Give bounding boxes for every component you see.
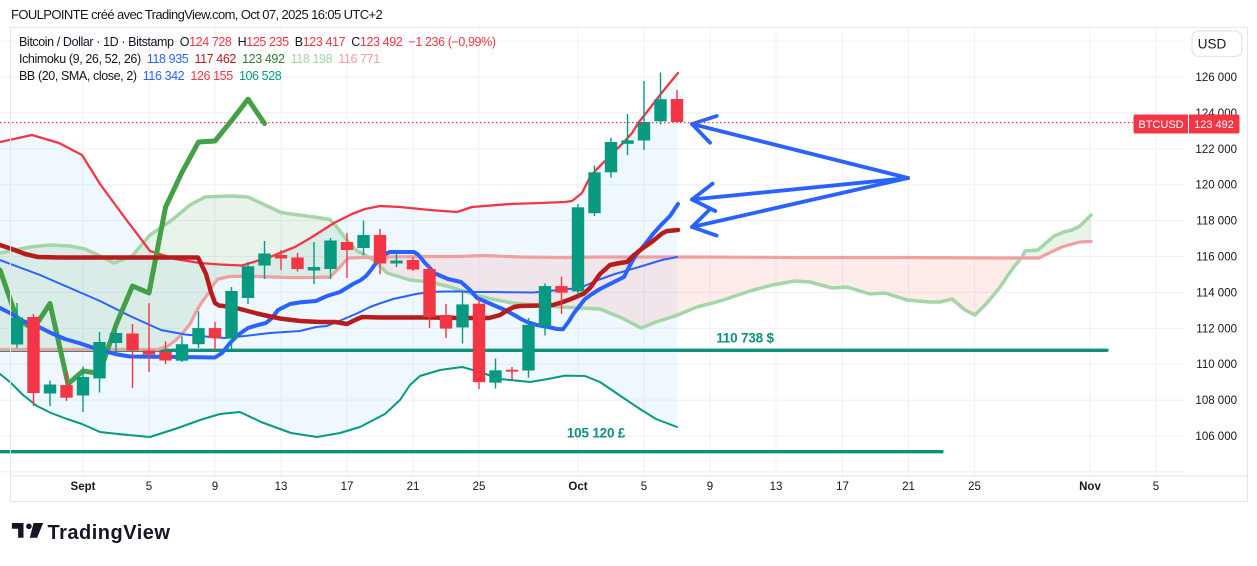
svg-text:BTCUSD: BTCUSD [1138,119,1183,131]
svg-text:108 000: 108 000 [1195,395,1237,407]
svg-text:123 492: 123 492 [1194,119,1234,131]
svg-text:9: 9 [212,481,218,493]
svg-text:122 000: 122 000 [1195,144,1237,156]
svg-text:126 000: 126 000 [1195,72,1237,84]
svg-text:5: 5 [641,481,647,493]
svg-text:21: 21 [407,481,420,493]
svg-text:106 000: 106 000 [1195,431,1237,443]
svg-text:13: 13 [275,481,288,493]
svg-text:105 120 £: 105 120 £ [567,426,626,441]
svg-text:9: 9 [707,481,713,493]
svg-text:5: 5 [146,481,152,493]
svg-text:Nov: Nov [1079,481,1101,493]
svg-text:Bitcoin / Dollar · 1D · Bitsta: Bitcoin / Dollar · 1D · Bitstamp O124 72… [19,35,496,49]
svg-text:5: 5 [1153,481,1159,493]
svg-text:112 000: 112 000 [1196,323,1237,335]
svg-text:25: 25 [968,481,981,493]
svg-text:Sept: Sept [71,481,96,493]
svg-text:13: 13 [770,481,783,493]
svg-text:BB (20, SMA, close, 2) 116 34: BB (20, SMA, close, 2) 116 342 126 155 1… [19,69,282,83]
svg-text:17: 17 [341,481,354,493]
svg-text:21: 21 [902,481,915,493]
svg-text:Ichimoku (9, 26, 52, 26) 118: Ichimoku (9, 26, 52, 26) 118 935 117 462… [19,52,380,66]
svg-text:17: 17 [836,481,849,493]
svg-text:118 000: 118 000 [1196,216,1237,228]
svg-text:120 000: 120 000 [1195,180,1237,192]
svg-text:116 000: 116 000 [1196,252,1237,264]
svg-text:114 000: 114 000 [1196,287,1237,299]
svg-text:FOULPOINTE créé avec TradingVi: FOULPOINTE créé avec TradingView.com, Oc… [11,7,383,22]
svg-text:TradingView: TradingView [48,522,171,544]
svg-text:110 000: 110 000 [1196,359,1237,371]
svg-text:Oct: Oct [568,481,587,493]
svg-text:110 738 $: 110 738 $ [716,331,774,346]
svg-text:25: 25 [473,481,486,493]
svg-text:USD: USD [1198,37,1227,52]
